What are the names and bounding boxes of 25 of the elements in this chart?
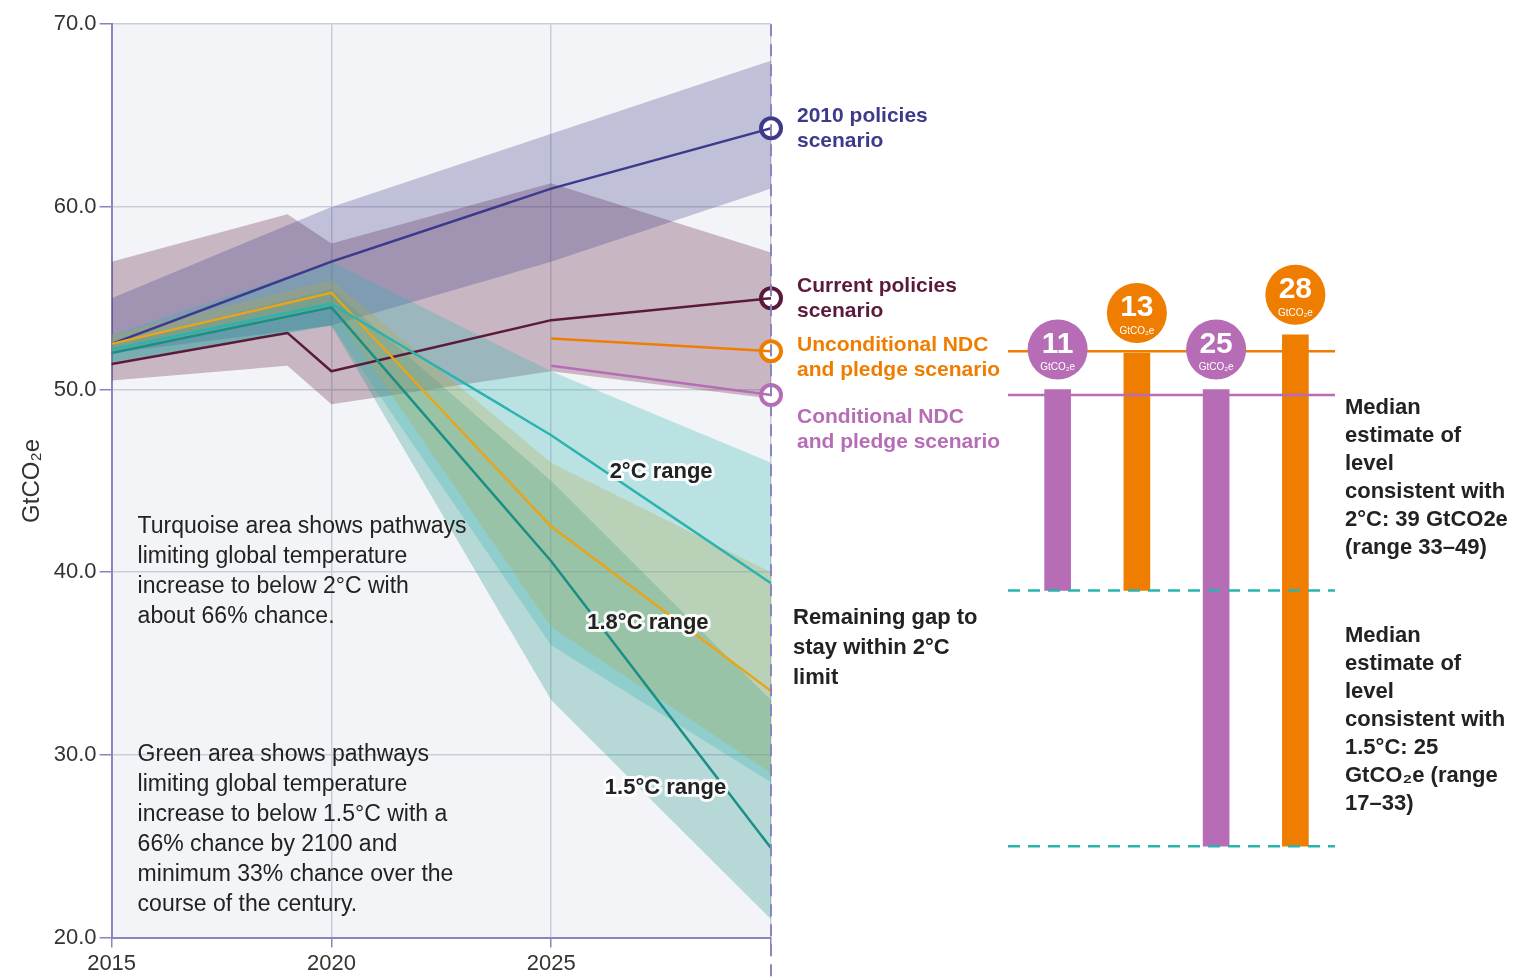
series-label: Current policies scenario [797, 273, 957, 322]
series-label: Conditional NDC and pledge scenario [797, 403, 1001, 452]
y-tick-label: 60.0 [53, 192, 97, 218]
x-tick-label: 2025 [526, 949, 576, 975]
series-label: 2010 policies scenario [797, 103, 928, 152]
y-tick-label: 70.0 [53, 10, 97, 36]
x-tick-label: 2020 [306, 949, 356, 975]
x-tick-label: 2015 [87, 949, 137, 975]
data-label: 11 GtCO₂e [1040, 325, 1076, 373]
y-tick-label: 40.0 [53, 558, 97, 584]
text: Median estimate of level consistent with 1.5°C: 25 GtCO₂e (range 17–33) [1345, 622, 1506, 816]
y-tick-label: 20.0 [53, 923, 97, 949]
text: Remaining gap to stay within 2°C limit [793, 603, 978, 689]
annotation: Green area shows pathways limiting global temperature increase to below 1.5°C with a 66% chance by 2100 and minimum 33% chance over the course of the century. [137, 740, 454, 917]
text: Median estimate of level consistent with 2°C: 39 GtCO2e (range 33–49) [1345, 393, 1508, 559]
y-axis-title: GtCO₂e [17, 438, 45, 523]
y-tick-label: 50.0 [53, 375, 97, 401]
annotation: 2°C range [609, 457, 713, 483]
data-label: 25 GtCO₂e [1198, 325, 1235, 373]
annotation: 1.5°C range [604, 773, 727, 799]
y-tick-label: 30.0 [53, 740, 97, 766]
data-label: 13 GtCO₂e [1119, 289, 1155, 336]
annotation: Turquoise area shows pathways limiting global temperature increase to below 2°C with about 66% chance. [137, 511, 467, 628]
data-label: 28 GtCO₂e [1277, 271, 1314, 318]
series-label: Unconditional NDC and pledge scenario [797, 331, 1001, 380]
